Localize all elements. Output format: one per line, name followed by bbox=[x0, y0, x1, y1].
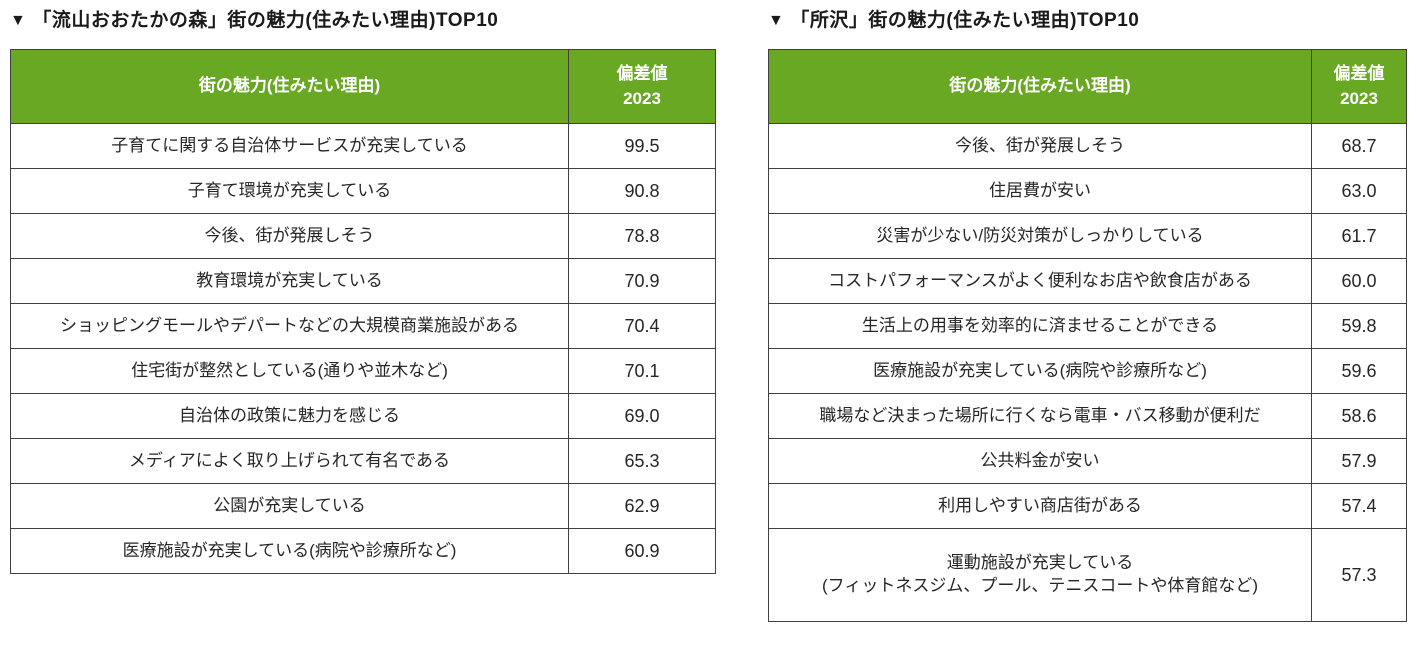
row-value: 62.9 bbox=[568, 483, 716, 529]
table-row: 公園が充実している 62.9 bbox=[10, 483, 716, 529]
row-value: 57.3 bbox=[1311, 528, 1407, 622]
row-value: 99.5 bbox=[568, 123, 716, 169]
triangle-bullet-icon: ▼ bbox=[768, 12, 785, 29]
row-value: 58.6 bbox=[1311, 393, 1407, 439]
row-value: 70.4 bbox=[568, 303, 716, 349]
row-value: 70.1 bbox=[568, 348, 716, 394]
table-header-row: 街の魅力(住みたい理由) 偏差値 2023 bbox=[768, 49, 1407, 124]
nagareyama-panel: ▼ 「流山おおたかの森」街の魅力(住みたい理由)TOP10 街の魅力(住みたい理由… bbox=[10, 8, 716, 574]
row-label: 運動施設が充実している (フィットネスジム、プール、テニスコートや体育館など) bbox=[768, 528, 1312, 622]
row-label: 住居費が安い bbox=[768, 168, 1312, 214]
table-row: 住居費が安い 63.0 bbox=[768, 168, 1407, 214]
row-value: 61.7 bbox=[1311, 213, 1407, 259]
row-label: 子育てに関する自治体サービスが充実している bbox=[10, 123, 569, 169]
column-header-deviation-2023: 偏差値 2023 bbox=[568, 49, 716, 124]
table-row: 教育環境が充実している 70.9 bbox=[10, 258, 716, 304]
row-label: 教育環境が充実している bbox=[10, 258, 569, 304]
column-header-attraction: 街の魅力(住みたい理由) bbox=[768, 49, 1312, 124]
table-row: 利用しやすい商店街がある 57.4 bbox=[768, 483, 1407, 529]
table-row: ショッピングモールやデパートなどの大規模商業施設がある 70.4 bbox=[10, 303, 716, 349]
row-value: 60.9 bbox=[568, 528, 716, 574]
row-value: 59.6 bbox=[1311, 348, 1407, 394]
nagareyama-title-text: 「流山おおたかの森」街の魅力(住みたい理由)TOP10 bbox=[32, 10, 499, 31]
table-row: メディアによく取り上げられて有名である 65.3 bbox=[10, 438, 716, 484]
table-row: 災害が少ない/防災対策がしっかりしている 61.7 bbox=[768, 213, 1407, 259]
row-value: 57.4 bbox=[1311, 483, 1407, 529]
table-row: 子育てに関する自治体サービスが充実している 99.5 bbox=[10, 123, 716, 169]
row-value: 65.3 bbox=[568, 438, 716, 484]
table-row: 運動施設が充実している (フィットネスジム、プール、テニスコートや体育館など) … bbox=[768, 528, 1407, 622]
row-value: 70.9 bbox=[568, 258, 716, 304]
row-label: 医療施設が充実している(病院や診療所など) bbox=[10, 528, 569, 574]
tokorozawa-panel: ▼ 「所沢」街の魅力(住みたい理由)TOP10 街の魅力(住みたい理由) 偏差値 … bbox=[768, 8, 1407, 622]
row-value: 57.9 bbox=[1311, 438, 1407, 484]
row-label: 今後、街が発展しそう bbox=[10, 213, 569, 259]
row-label: 利用しやすい商店街がある bbox=[768, 483, 1312, 529]
table-header-row: 街の魅力(住みたい理由) 偏差値 2023 bbox=[10, 49, 716, 124]
row-value: 68.7 bbox=[1311, 123, 1407, 169]
row-value: 63.0 bbox=[1311, 168, 1407, 214]
row-label: コストパフォーマンスがよく便利なお店や飲食店がある bbox=[768, 258, 1312, 304]
column-header-attraction: 街の魅力(住みたい理由) bbox=[10, 49, 569, 124]
table-row: 医療施設が充実している(病院や診療所など) 60.9 bbox=[10, 528, 716, 574]
table-row: 生活上の用事を効率的に済ませることができる 59.8 bbox=[768, 303, 1407, 349]
tokorozawa-title-text: 「所沢」街の魅力(住みたい理由)TOP10 bbox=[790, 10, 1140, 31]
table-row: 住宅街が整然としている(通りや並木など) 70.1 bbox=[10, 348, 716, 394]
table-row: 今後、街が発展しそう 78.8 bbox=[10, 213, 716, 259]
row-value: 90.8 bbox=[568, 168, 716, 214]
tokorozawa-ranking-table: 街の魅力(住みたい理由) 偏差値 2023 今後、街が発展しそう 68.7 住居… bbox=[768, 49, 1407, 622]
column-header-deviation-2023: 偏差値 2023 bbox=[1311, 49, 1407, 124]
row-label: 医療施設が充実している(病院や診療所など) bbox=[768, 348, 1312, 394]
row-label: 公共料金が安い bbox=[768, 438, 1312, 484]
table-row: 子育て環境が充実している 90.8 bbox=[10, 168, 716, 214]
row-label: 職場など決まった場所に行くなら電車・バス移動が便利だ bbox=[768, 393, 1312, 439]
row-label: 子育て環境が充実している bbox=[10, 168, 569, 214]
table-row: 医療施設が充実している(病院や診療所など) 59.6 bbox=[768, 348, 1407, 394]
tokorozawa-table-title: ▼ 「所沢」街の魅力(住みたい理由)TOP10 bbox=[768, 8, 1406, 34]
row-label: 今後、街が発展しそう bbox=[768, 123, 1312, 169]
row-value: 60.0 bbox=[1311, 258, 1407, 304]
row-label: メディアによく取り上げられて有名である bbox=[10, 438, 569, 484]
table-row: 自治体の政策に魅力を感じる 69.0 bbox=[10, 393, 716, 439]
row-label: 災害が少ない/防災対策がしっかりしている bbox=[768, 213, 1312, 259]
table-row: コストパフォーマンスがよく便利なお店や飲食店がある 60.0 bbox=[768, 258, 1407, 304]
row-label: 自治体の政策に魅力を感じる bbox=[10, 393, 569, 439]
nagareyama-ranking-table: 街の魅力(住みたい理由) 偏差値 2023 子育てに関する自治体サービスが充実し… bbox=[10, 49, 716, 574]
row-value: 59.8 bbox=[1311, 303, 1407, 349]
table-row: 職場など決まった場所に行くなら電車・バス移動が便利だ 58.6 bbox=[768, 393, 1407, 439]
row-label: 生活上の用事を効率的に済ませることができる bbox=[768, 303, 1312, 349]
row-label: 住宅街が整然としている(通りや並木など) bbox=[10, 348, 569, 394]
row-label: ショッピングモールやデパートなどの大規模商業施設がある bbox=[10, 303, 569, 349]
triangle-bullet-icon: ▼ bbox=[10, 12, 27, 29]
nagareyama-table-title: ▼ 「流山おおたかの森」街の魅力(住みたい理由)TOP10 bbox=[10, 8, 715, 34]
table-row: 今後、街が発展しそう 68.7 bbox=[768, 123, 1407, 169]
row-label: 公園が充実している bbox=[10, 483, 569, 529]
table-row: 公共料金が安い 57.9 bbox=[768, 438, 1407, 484]
row-value: 69.0 bbox=[568, 393, 716, 439]
row-value: 78.8 bbox=[568, 213, 716, 259]
